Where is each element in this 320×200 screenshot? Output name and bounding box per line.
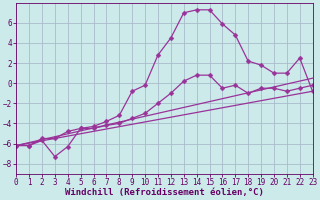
X-axis label: Windchill (Refroidissement éolien,°C): Windchill (Refroidissement éolien,°C) (65, 188, 264, 197)
